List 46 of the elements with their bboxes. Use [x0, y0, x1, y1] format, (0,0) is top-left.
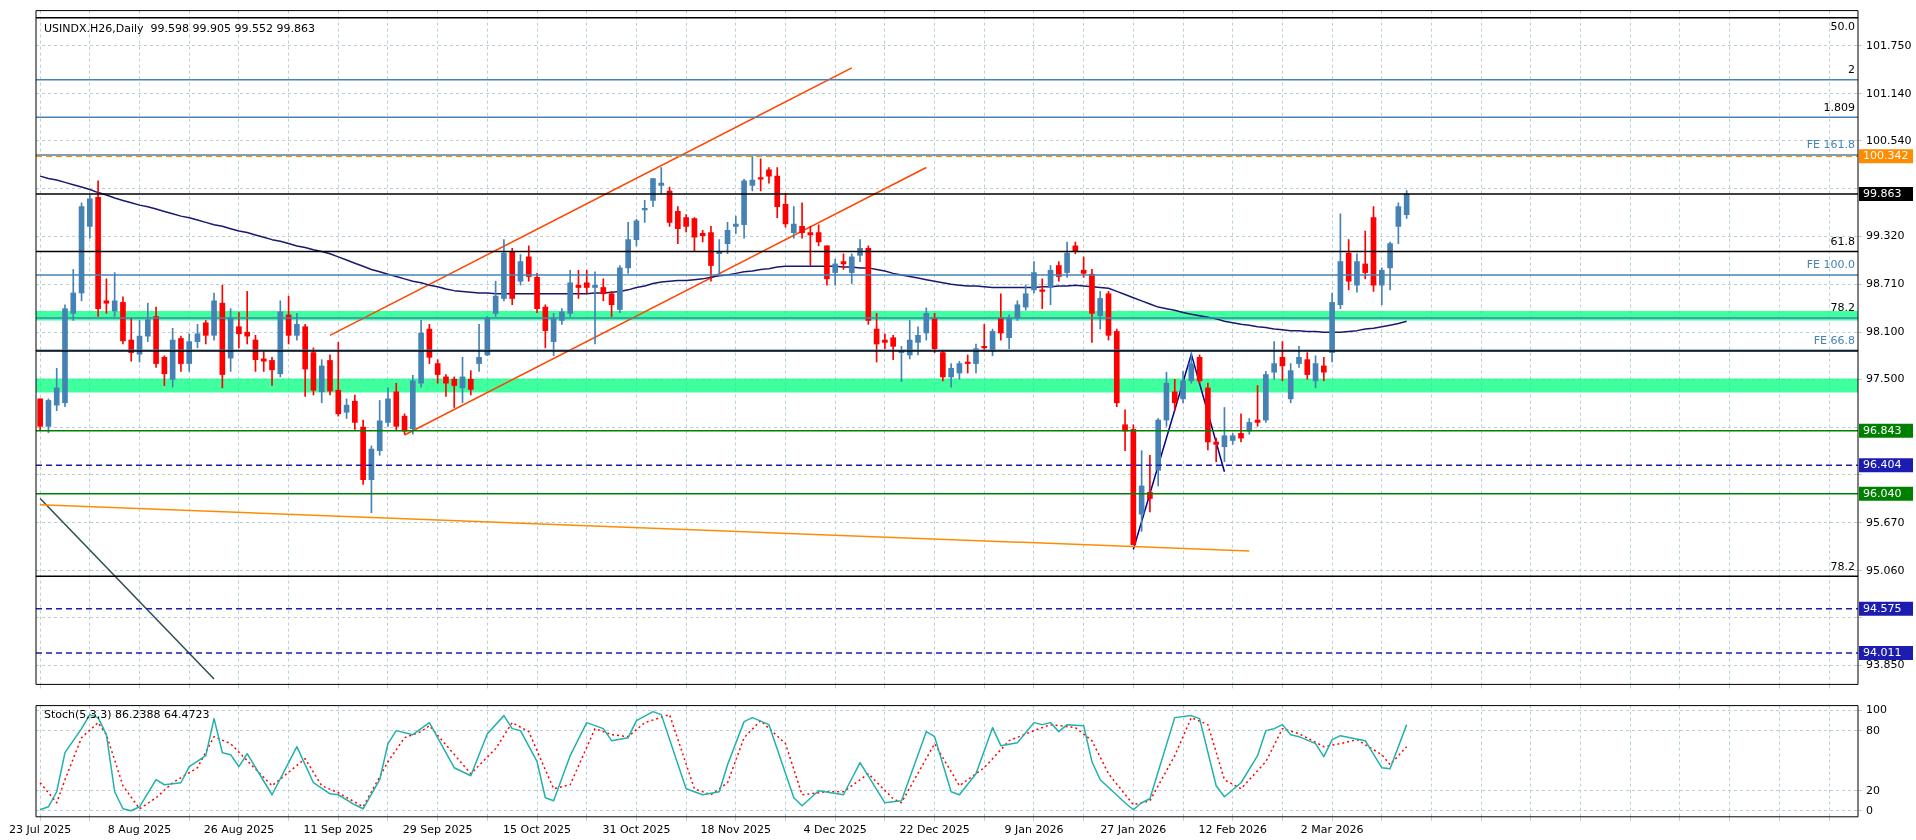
y-tick-label: 100.540 — [1866, 133, 1912, 147]
ref-line-label: 99.863 — [1863, 186, 1902, 200]
y-tick-label: 98.100 — [1866, 325, 1905, 339]
y-tick-label: 95.060 — [1866, 563, 1905, 577]
x-tick-label: 23 Jul 2025 — [9, 823, 72, 837]
x-tick-label: 9 Jan 2026 — [1004, 823, 1064, 837]
ref-line-label: FE 161.8 — [1806, 138, 1855, 152]
annotation: 78.2 — [1830, 559, 1855, 573]
x-tick-label: 15 Oct 2025 — [503, 823, 572, 837]
ref-line-label: 94.575 — [1863, 601, 1902, 615]
y-tick-label: 99.320 — [1866, 229, 1905, 243]
y-tick-label: 97.500 — [1866, 372, 1905, 386]
ref-line-label: 96.843 — [1863, 423, 1902, 437]
annotation: 61.8 — [1830, 234, 1855, 248]
y-tick-label: 80 — [1866, 723, 1880, 737]
ref-line-label: FE 100.0 — [1806, 258, 1855, 272]
chart-title: Stoch(5,3,3) 86.2388 64.4723 — [44, 707, 210, 721]
x-tick-label: 26 Aug 2025 — [203, 823, 275, 837]
y-tick-label: 98.710 — [1866, 277, 1905, 291]
y-tick-label: 93.850 — [1866, 658, 1905, 672]
x-tick-label: 2 Mar 2026 — [1300, 823, 1364, 837]
ref-line-label: 96.404 — [1863, 458, 1902, 472]
x-tick-label: 4 Dec 2025 — [803, 823, 867, 837]
ref-line-label: 100.342 — [1863, 149, 1909, 163]
x-tick-label: 11 Sep 2025 — [303, 823, 374, 837]
x-tick-label: 31 Oct 2025 — [602, 823, 671, 837]
x-tick-label: 8 Aug 2025 — [107, 823, 172, 837]
annotation: 2 — [1848, 62, 1855, 76]
annotation: 50.0 — [1830, 20, 1855, 34]
x-tick-label: 22 Dec 2025 — [899, 823, 970, 837]
y-tick-label: 20 — [1866, 783, 1880, 797]
y-tick-label: 95.670 — [1866, 515, 1905, 529]
ref-line-label: FE 66.8 — [1813, 333, 1855, 347]
x-tick-label: 27 Jan 2026 — [1100, 823, 1167, 837]
x-tick-label: 29 Sep 2025 — [402, 823, 473, 837]
ref-line-label: 96.040 — [1863, 486, 1902, 500]
annotation: 78.2 — [1830, 301, 1855, 315]
text: USINDX.H26,Daily 99.598 99.905 99.552 99.863 — [44, 21, 316, 35]
x-tick-label: 12 Feb 2026 — [1198, 823, 1267, 837]
annotation: 1.809 — [1823, 100, 1855, 114]
y-tick-label: 101.140 — [1866, 86, 1912, 100]
y-tick-label: 101.750 — [1866, 38, 1912, 52]
y-tick-label: 0 — [1866, 803, 1873, 817]
ref-line-label: 94.011 — [1863, 645, 1902, 659]
x-tick-label: 18 Nov 2025 — [700, 823, 772, 837]
y-tick-label: 100 — [1866, 703, 1887, 717]
